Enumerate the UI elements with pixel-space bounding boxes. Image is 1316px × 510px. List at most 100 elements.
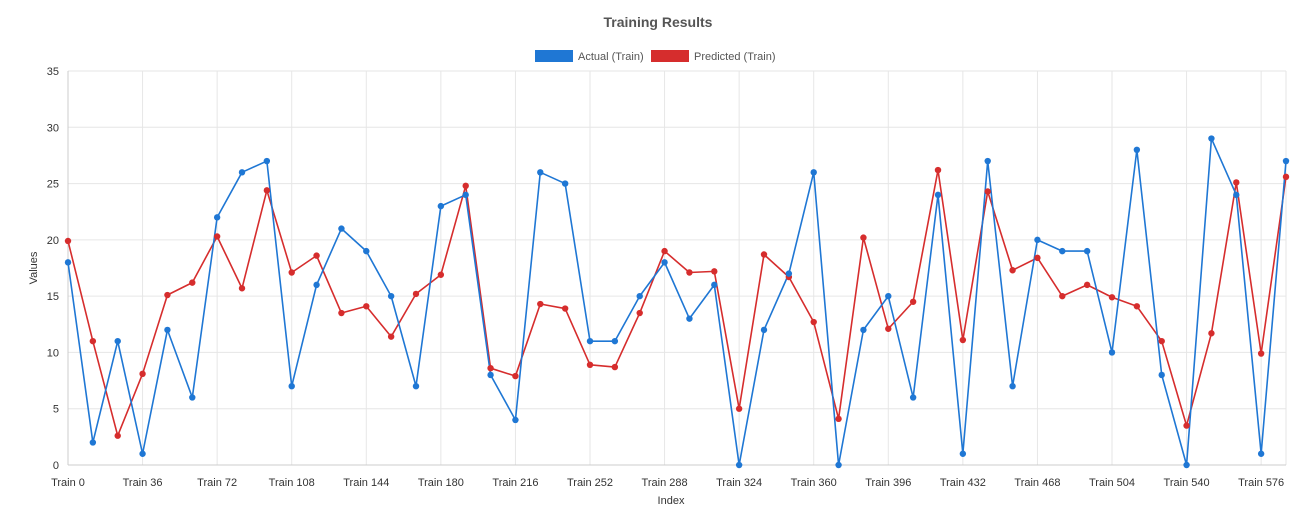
data-point-predicted[interactable]	[1034, 254, 1041, 262]
data-point-predicted[interactable]	[437, 271, 445, 278]
data-point-predicted[interactable]	[636, 309, 643, 317]
data-point-actual[interactable]	[611, 337, 619, 345]
data-point-actual[interactable]	[1083, 247, 1091, 255]
data-point-predicted[interactable]	[288, 269, 295, 276]
legend-item-predicted[interactable]: Predicted (Train)	[651, 50, 776, 63]
data-point-predicted[interactable]	[1257, 350, 1265, 357]
data-point-predicted[interactable]	[686, 269, 693, 276]
data-point-actual[interactable]	[760, 326, 768, 334]
data-point-actual[interactable]	[984, 157, 991, 165]
data-point-predicted[interactable]	[1282, 173, 1290, 181]
data-point-predicted[interactable]	[711, 268, 718, 275]
data-point-predicted[interactable]	[1183, 422, 1190, 429]
data-point-predicted[interactable]	[810, 318, 817, 326]
data-point-predicted[interactable]	[934, 166, 942, 174]
data-point-actual[interactable]	[263, 157, 271, 165]
data-point-actual[interactable]	[89, 439, 97, 446]
data-point-predicted[interactable]	[139, 370, 146, 378]
data-point-predicted[interactable]	[885, 325, 892, 332]
data-point-actual[interactable]	[1282, 157, 1290, 165]
data-point-predicted[interactable]	[661, 247, 668, 255]
data-point-actual[interactable]	[363, 247, 370, 255]
data-point-actual[interactable]	[1208, 135, 1215, 142]
data-point-predicted[interactable]	[412, 290, 420, 298]
data-point-actual[interactable]	[189, 394, 196, 401]
data-point-predicted[interactable]	[611, 363, 619, 371]
data-point-predicted[interactable]	[1133, 303, 1141, 310]
data-point-predicted[interactable]	[1059, 292, 1066, 300]
data-point-predicted[interactable]	[1083, 281, 1091, 289]
data-point-predicted[interactable]	[238, 285, 246, 292]
data-point-predicted[interactable]	[462, 182, 469, 190]
data-point-actual[interactable]	[338, 225, 345, 232]
data-point-predicted[interactable]	[1233, 179, 1240, 186]
data-point-predicted[interactable]	[1158, 337, 1165, 345]
data-point-actual[interactable]	[934, 191, 942, 199]
legend-item-actual[interactable]: Actual (Train)	[535, 50, 644, 63]
data-point-predicted[interactable]	[263, 187, 271, 194]
data-point-predicted[interactable]	[189, 279, 196, 286]
data-point-predicted[interactable]	[984, 188, 991, 195]
data-point-predicted[interactable]	[1009, 267, 1016, 274]
data-point-predicted[interactable]	[338, 309, 345, 317]
data-point-actual[interactable]	[661, 259, 668, 266]
data-point-actual[interactable]	[1257, 450, 1265, 457]
data-point-actual[interactable]	[885, 292, 892, 300]
data-point-actual[interactable]	[114, 337, 121, 345]
data-point-predicted[interactable]	[313, 252, 320, 259]
data-point-predicted[interactable]	[735, 405, 743, 412]
data-point-actual[interactable]	[711, 281, 718, 289]
data-point-predicted[interactable]	[1108, 294, 1116, 301]
data-point-actual[interactable]	[686, 315, 693, 322]
data-point-actual[interactable]	[810, 169, 817, 176]
data-point-actual[interactable]	[735, 461, 743, 469]
data-point-actual[interactable]	[1108, 349, 1116, 356]
data-point-predicted[interactable]	[487, 364, 494, 372]
data-point-actual[interactable]	[412, 383, 420, 390]
data-point-actual[interactable]	[139, 450, 146, 457]
data-point-actual[interactable]	[636, 292, 643, 300]
data-point-actual[interactable]	[512, 416, 519, 424]
data-point-predicted[interactable]	[537, 300, 544, 308]
data-point-actual[interactable]	[213, 214, 221, 221]
legend[interactable]: Actual (Train) Predicted (Train)	[535, 50, 776, 63]
data-point-actual[interactable]	[288, 383, 295, 390]
data-point-predicted[interactable]	[760, 251, 768, 258]
data-point-actual[interactable]	[909, 394, 917, 401]
data-point-actual[interactable]	[64, 259, 72, 266]
data-point-actual[interactable]	[238, 169, 246, 176]
data-point-actual[interactable]	[437, 202, 445, 210]
data-point-actual[interactable]	[537, 169, 544, 176]
data-point-predicted[interactable]	[835, 415, 842, 423]
data-point-actual[interactable]	[487, 371, 494, 379]
data-point-actual[interactable]	[1233, 191, 1240, 199]
data-point-predicted[interactable]	[89, 337, 97, 345]
data-point-predicted[interactable]	[114, 432, 121, 439]
data-point-actual[interactable]	[561, 180, 569, 187]
data-point-actual[interactable]	[860, 326, 867, 334]
data-point-predicted[interactable]	[164, 291, 171, 299]
data-point-predicted[interactable]	[213, 233, 221, 240]
data-point-actual[interactable]	[959, 450, 967, 457]
data-point-actual[interactable]	[785, 270, 793, 277]
data-point-actual[interactable]	[1133, 146, 1141, 153]
data-point-predicted[interactable]	[1208, 330, 1215, 337]
data-point-predicted[interactable]	[586, 361, 594, 369]
data-point-predicted[interactable]	[387, 333, 395, 340]
data-point-actual[interactable]	[1183, 461, 1190, 469]
data-point-predicted[interactable]	[860, 234, 867, 241]
data-point-actual[interactable]	[313, 281, 320, 289]
data-point-predicted[interactable]	[909, 298, 917, 305]
data-point-predicted[interactable]	[512, 372, 519, 380]
data-point-actual[interactable]	[1158, 371, 1165, 379]
data-point-actual[interactable]	[1009, 383, 1016, 390]
data-point-predicted[interactable]	[959, 336, 967, 344]
data-point-predicted[interactable]	[363, 303, 370, 310]
data-point-actual[interactable]	[387, 292, 395, 300]
data-point-actual[interactable]	[586, 337, 594, 345]
data-point-actual[interactable]	[462, 191, 469, 199]
data-point-actual[interactable]	[1034, 236, 1041, 244]
data-point-actual[interactable]	[835, 461, 842, 469]
data-point-actual[interactable]	[1059, 247, 1066, 255]
data-point-actual[interactable]	[164, 326, 171, 334]
